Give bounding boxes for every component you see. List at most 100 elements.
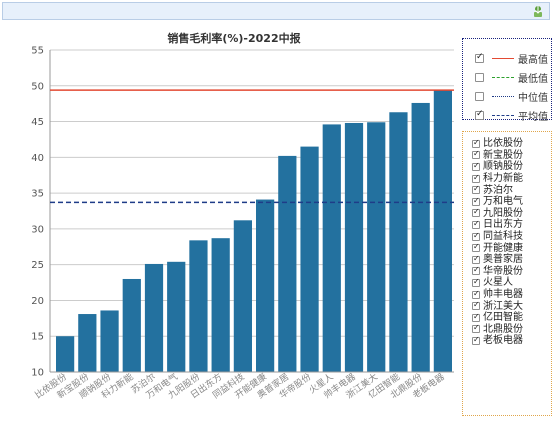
legend-checkbox[interactable]	[475, 72, 484, 82]
bar[interactable]	[411, 102, 430, 372]
series-filter-item[interactable]: 火星人	[472, 277, 523, 289]
series-checkbox[interactable]	[472, 300, 480, 311]
bar[interactable]	[167, 261, 186, 372]
series-label: 万和电气	[483, 196, 523, 208]
series-filter-item[interactable]: 万和电气	[472, 196, 523, 208]
series-filter-item[interactable]: 华帝股份	[472, 265, 523, 278]
bar[interactable]	[433, 90, 452, 373]
bar[interactable]	[389, 112, 408, 373]
legend-checkbox[interactable]	[475, 109, 484, 120]
series-checkbox[interactable]	[472, 161, 480, 171]
series-checkbox[interactable]	[472, 242, 480, 253]
series-filter-item[interactable]: 新宝股份	[472, 149, 523, 162]
series-checkbox[interactable]	[472, 184, 480, 195]
series-checkbox[interactable]	[472, 219, 480, 229]
bar[interactable]	[100, 310, 119, 372]
bar[interactable]	[322, 124, 341, 372]
series-checkbox[interactable]	[472, 335, 480, 345]
series-checkbox[interactable]	[472, 323, 480, 334]
series-filter-item[interactable]: 科力新能	[472, 173, 523, 185]
series-label: 火星人	[483, 277, 513, 289]
series-filter-item[interactable]: 同益科技	[472, 231, 523, 243]
bar[interactable]	[122, 278, 141, 372]
bar[interactable]	[78, 314, 97, 372]
top-toolbar	[2, 2, 550, 20]
series-checkbox[interactable]	[472, 149, 480, 160]
reference-line-legend: 最高值最低值中位值平均值	[462, 38, 552, 123]
series-label: 老板电器	[483, 335, 523, 347]
series-checkbox[interactable]	[472, 173, 480, 183]
series-filter-item[interactable]: 帅丰电器	[472, 289, 523, 301]
series-filter-item[interactable]: 比依股份	[472, 138, 523, 150]
series-label: 顺钠股份	[483, 161, 523, 173]
series-label: 浙江美大	[483, 300, 523, 312]
bar[interactable]	[256, 199, 275, 372]
series-filter-panel: 比依股份新宝股份顺钠股份科力新能苏泊尔万和电气九阳股份日出东方同益科技开能健康奥…	[462, 131, 552, 416]
series-checkbox[interactable]	[472, 231, 480, 241]
legend-item[interactable]: 最低值	[475, 70, 548, 85]
series-label: 同益科技	[483, 231, 523, 243]
series-filter-item[interactable]: 奥普家居	[472, 254, 523, 266]
series-filter-item[interactable]: 顺钠股份	[472, 161, 523, 173]
y-tick-label: 10	[31, 368, 44, 379]
y-tick-label: 50	[31, 81, 44, 92]
y-tick-label: 45	[31, 117, 44, 128]
series-label: 华帝股份	[483, 265, 523, 277]
bar[interactable]	[211, 238, 230, 372]
y-tick-label: 25	[31, 260, 44, 271]
series-checkbox[interactable]	[472, 312, 480, 322]
legend-label: 最高值	[518, 54, 548, 66]
series-filter-item[interactable]: 亿田智能	[472, 312, 523, 324]
series-filter-item[interactable]: 浙江美大	[472, 300, 523, 312]
series-filter-item[interactable]: 老板电器	[472, 335, 523, 347]
series-filter-item[interactable]: 苏泊尔	[472, 184, 523, 196]
legend-label: 平均值	[518, 111, 548, 123]
chart-area: 销售毛利率(%)-2022中报 10 15 20 25 30 35 40 45 50 55 比依股份…	[8, 24, 460, 418]
y-tick-label: 20	[31, 296, 44, 307]
series-label: 比依股份	[483, 138, 523, 150]
y-tick-label: 15	[31, 332, 44, 343]
series-label: 科力新能	[483, 173, 523, 185]
legend-item[interactable]: 中位值	[475, 89, 548, 104]
series-label: 帅丰电器	[483, 289, 523, 301]
series-filter-item[interactable]: 九阳股份	[472, 207, 523, 220]
bar[interactable]	[278, 155, 297, 372]
legend-checkbox[interactable]	[475, 52, 484, 63]
series-label: 奥普家居	[483, 254, 523, 266]
bar-chart: 10152025303540455055比依股份新宝股份顺钠股份科力新能苏泊尔万…	[31, 46, 454, 401]
legend-item[interactable]: 最高值	[475, 51, 548, 66]
bar[interactable]	[144, 263, 164, 372]
series-checkbox[interactable]	[472, 207, 480, 218]
series-checkbox[interactable]	[472, 265, 480, 276]
y-tick-label: 55	[31, 46, 44, 57]
series-checkbox[interactable]	[472, 254, 480, 264]
series-filter-item[interactable]: 日出东方	[472, 219, 523, 231]
series-checkbox[interactable]	[472, 138, 480, 148]
export-icon[interactable]	[532, 5, 544, 18]
series-checkbox[interactable]	[472, 196, 480, 206]
series-label: 新宝股份	[483, 149, 523, 161]
y-tick-label: 40	[31, 153, 44, 164]
series-filter-item[interactable]: 北鼎股份	[472, 323, 523, 336]
bar[interactable]	[344, 122, 364, 372]
series-filter-item[interactable]: 开能健康	[472, 242, 523, 254]
series-label: 苏泊尔	[483, 184, 513, 196]
bar[interactable]	[56, 336, 75, 372]
series-label: 亿田智能	[483, 312, 523, 324]
legend-item[interactable]: 平均值	[475, 108, 548, 123]
chart-title: 销售毛利率(%)-2022中报	[167, 32, 301, 45]
bar[interactable]	[367, 122, 386, 372]
bar[interactable]	[233, 220, 252, 372]
legend-checkbox[interactable]	[475, 91, 484, 101]
series-checkbox-list: 比依股份新宝股份顺钠股份科力新能苏泊尔万和电气九阳股份日出东方同益科技开能健康奥…	[472, 138, 523, 347]
bar[interactable]	[300, 146, 319, 372]
series-label: 九阳股份	[483, 207, 523, 219]
series-label: 北鼎股份	[483, 323, 523, 335]
legend-label: 最低值	[518, 73, 548, 85]
legend-label: 中位值	[518, 92, 548, 104]
bar[interactable]	[189, 240, 208, 372]
series-label: 日出东方	[483, 219, 523, 231]
legend-line-swatch	[492, 95, 514, 97]
series-checkbox[interactable]	[472, 277, 480, 287]
series-checkbox[interactable]	[472, 289, 480, 299]
